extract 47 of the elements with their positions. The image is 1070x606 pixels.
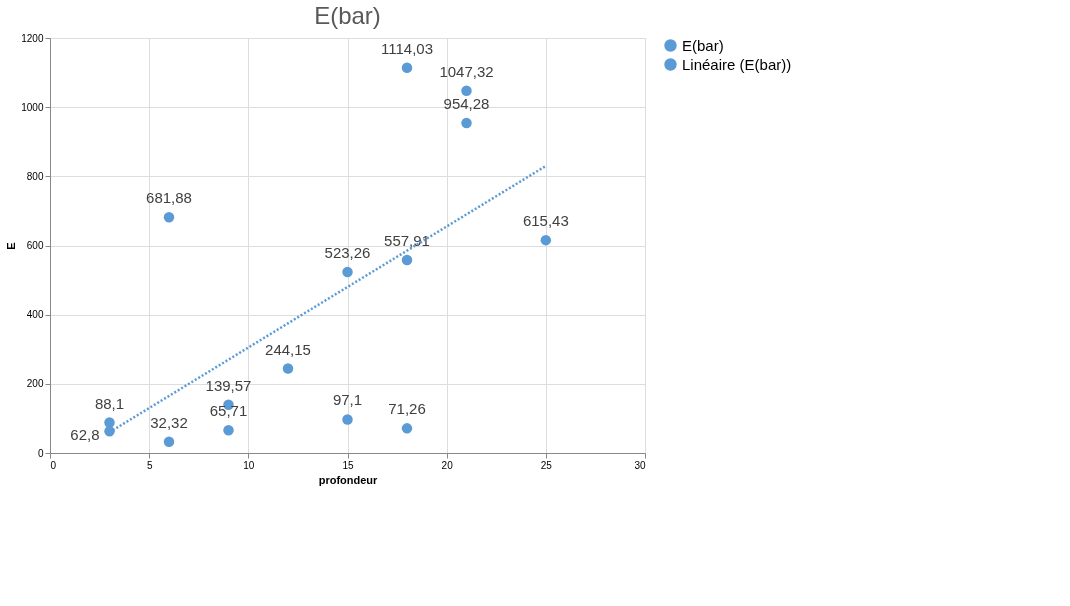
data-label: 523,26	[324, 244, 371, 262]
data-label: 97,1	[332, 391, 363, 409]
point	[223, 425, 234, 436]
x-tick-label: 30	[634, 459, 646, 471]
point	[401, 62, 413, 73]
y-tick-label: 0	[37, 447, 44, 459]
point	[104, 417, 115, 428]
chart-title: E(bar)	[314, 2, 381, 29]
point	[401, 423, 413, 434]
x-tick-label: 15	[342, 459, 354, 471]
x-axis-title: profondeur	[318, 473, 379, 486]
y-tick-label: 1200	[21, 32, 44, 44]
point	[461, 85, 472, 97]
data-label: 1047,32	[439, 62, 494, 80]
data-label: 88,1	[94, 394, 125, 412]
x-tick-label: 0	[50, 459, 57, 471]
data-label: 1114,03	[381, 39, 433, 57]
y-tick-label: 1000	[21, 101, 44, 113]
y-tick-label: 800	[26, 170, 44, 182]
y-axis-title: E	[5, 242, 18, 250]
point	[163, 436, 175, 448]
y-tick-label: 600	[26, 240, 44, 251]
y-tick-label: 400	[26, 309, 44, 321]
point	[163, 211, 175, 223]
y-tick-label: 200	[26, 378, 44, 390]
data-label: 62,8	[70, 426, 100, 444]
data-label: 681,88	[146, 189, 192, 207]
x-tick-label: 5	[146, 459, 153, 471]
point	[401, 254, 413, 266]
data-label: 139,57	[205, 376, 252, 394]
point	[461, 117, 472, 129]
point	[342, 266, 353, 278]
x-tick-label: 10	[243, 459, 255, 471]
point	[342, 414, 353, 425]
data-label: 71,26	[388, 400, 426, 418]
data-label: 954,28	[443, 94, 490, 112]
point	[282, 363, 294, 374]
legend-label: Linéaire (E(bar))	[682, 55, 792, 73]
data-label: 615,43	[522, 212, 569, 230]
data-label: 32,32	[150, 413, 188, 431]
legend-label: E(bar)	[682, 36, 724, 54]
data-label: 244,15	[265, 340, 311, 358]
x-tick-label: 25	[540, 459, 553, 471]
point	[104, 426, 115, 437]
x-tick-label: 20	[441, 459, 454, 471]
point	[540, 234, 552, 246]
data-label: 65,71	[209, 402, 248, 420]
